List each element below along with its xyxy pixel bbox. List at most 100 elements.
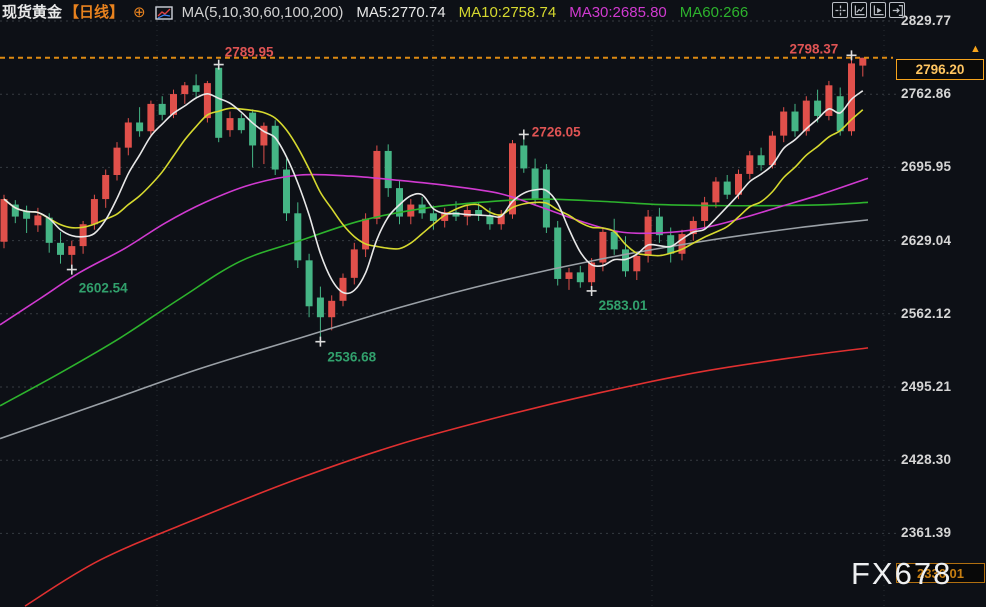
fx678-watermark: FX678: [851, 556, 953, 591]
candle-down: [622, 236, 629, 277]
candle-up: [780, 107, 788, 143]
candle-up: [373, 145, 381, 225]
candle-up: [226, 111, 234, 137]
axis-bottom-price-tag: 2336.01: [896, 563, 985, 583]
extreme-cross-marker: [66, 264, 77, 275]
candle-down: [554, 220, 562, 286]
candle-down: [531, 158, 539, 206]
candle-down: [836, 87, 844, 136]
ma30-value: MA30:2685.80: [569, 4, 667, 21]
extreme-cross-marker: [213, 59, 224, 70]
ma-line-MA10: [3, 107, 864, 257]
candle-down: [23, 205, 31, 233]
candle-down: [271, 120, 279, 176]
candle-up: [825, 80, 833, 121]
mini-chart-icon[interactable]: [154, 5, 173, 20]
extreme-marker: 2798.37: [790, 41, 857, 61]
candle-up: [746, 150, 754, 180]
exit-chart-icon[interactable]: [889, 2, 905, 18]
extreme-marker: 2536.68: [315, 336, 377, 365]
extreme-cross-marker: [518, 129, 529, 140]
candle-up: [113, 142, 121, 181]
extreme-cross-marker: [586, 285, 597, 296]
extreme-price-annotation: 2536.68: [327, 350, 376, 365]
candle-down: [192, 74, 200, 99]
ma5-value: MA5:2770.74: [356, 4, 446, 21]
candle-up: [260, 122, 268, 165]
candle-down: [45, 213, 53, 253]
candle-up: [588, 258, 596, 291]
extreme-marker: 2789.95: [213, 45, 274, 70]
candle-down: [610, 218, 618, 255]
extreme-price-annotation: 2602.54: [79, 281, 128, 296]
current-price-label: 2796.20: [896, 59, 984, 80]
candle-down: [396, 180, 403, 225]
candle-up: [497, 210, 505, 230]
candle-down: [316, 286, 324, 342]
candle-down: [814, 89, 822, 123]
candle-up: [181, 82, 189, 104]
candle-up: [633, 251, 641, 281]
ma-line-MA5: [3, 90, 864, 295]
candle-down: [136, 107, 144, 137]
symbol-title: 现货黄金: [2, 4, 63, 21]
annotations: 2602.54 2789.95 2536.68 2726.05 2583.01 2798.…: [66, 41, 857, 365]
candle-up: [102, 169, 110, 208]
candle-up: [407, 199, 415, 225]
candle-up: [701, 196, 709, 230]
candle-up: [565, 267, 573, 290]
ma-line-MA60: [0, 198, 869, 407]
candle-down: [667, 227, 675, 263]
extreme-marker: 2583.01: [586, 285, 648, 313]
extreme-price-annotation: 2583.01: [599, 298, 648, 313]
chart-toolbar: [832, 2, 905, 18]
candle-up: [859, 57, 867, 77]
candle-down: [757, 147, 765, 171]
extreme-marker: 2726.05: [518, 124, 581, 140]
candle-down: [520, 134, 528, 173]
candle-up: [644, 210, 652, 263]
ma-config-label: MA(5,10,30,60,100,200): [181, 4, 344, 21]
candle-down: [57, 231, 64, 264]
chart-line-icon[interactable]: [851, 2, 867, 18]
candle-up: [147, 100, 155, 136]
candle-up: [689, 216, 697, 241]
candle-down: [791, 103, 799, 137]
extreme-price-annotation: 2789.95: [225, 45, 274, 60]
candle-down: [576, 265, 584, 288]
extreme-price-annotation: 2798.37: [790, 41, 839, 56]
candle-up: [0, 194, 8, 249]
candle-up: [712, 177, 720, 208]
extreme-cross-marker: [846, 50, 857, 61]
extreme-marker: 2602.54: [66, 264, 128, 296]
candle-down: [384, 144, 392, 197]
extreme-price-annotation: 2726.05: [532, 124, 581, 139]
ma10-value: MA10:2758.74: [458, 4, 557, 21]
expand-circle-plus-icon[interactable]: ⊕: [133, 4, 146, 21]
period-tag: 【日线】: [64, 4, 125, 21]
extreme-cross-marker: [315, 336, 326, 347]
candle-up: [441, 207, 449, 228]
candle-down: [294, 202, 302, 268]
candle-down: [723, 175, 731, 200]
candle-up: [328, 295, 336, 331]
candle-down: [283, 158, 290, 221]
candle-up: [509, 139, 516, 219]
candle-down: [237, 113, 245, 134]
candle-down: [158, 96, 166, 121]
ma-line-MA100: [0, 219, 869, 440]
candle-down: [305, 253, 313, 318]
chart-play-icon[interactable]: [870, 2, 886, 18]
gridlines: [0, 0, 896, 607]
candle-up: [350, 242, 358, 285]
price-up-arrow-icon: ▲: [970, 43, 981, 55]
candle-up: [848, 55, 855, 136]
ma60-value: MA60:266: [679, 4, 749, 21]
candle-up: [362, 213, 370, 258]
candle-down: [655, 207, 663, 243]
crosshair-icon[interactable]: [832, 2, 848, 18]
candle-up: [599, 227, 607, 272]
chart-legend-bar: 现货黄金 【日线】 ⊕ MA(5,10,30,60,100,200) MA5:2…: [2, 3, 748, 22]
